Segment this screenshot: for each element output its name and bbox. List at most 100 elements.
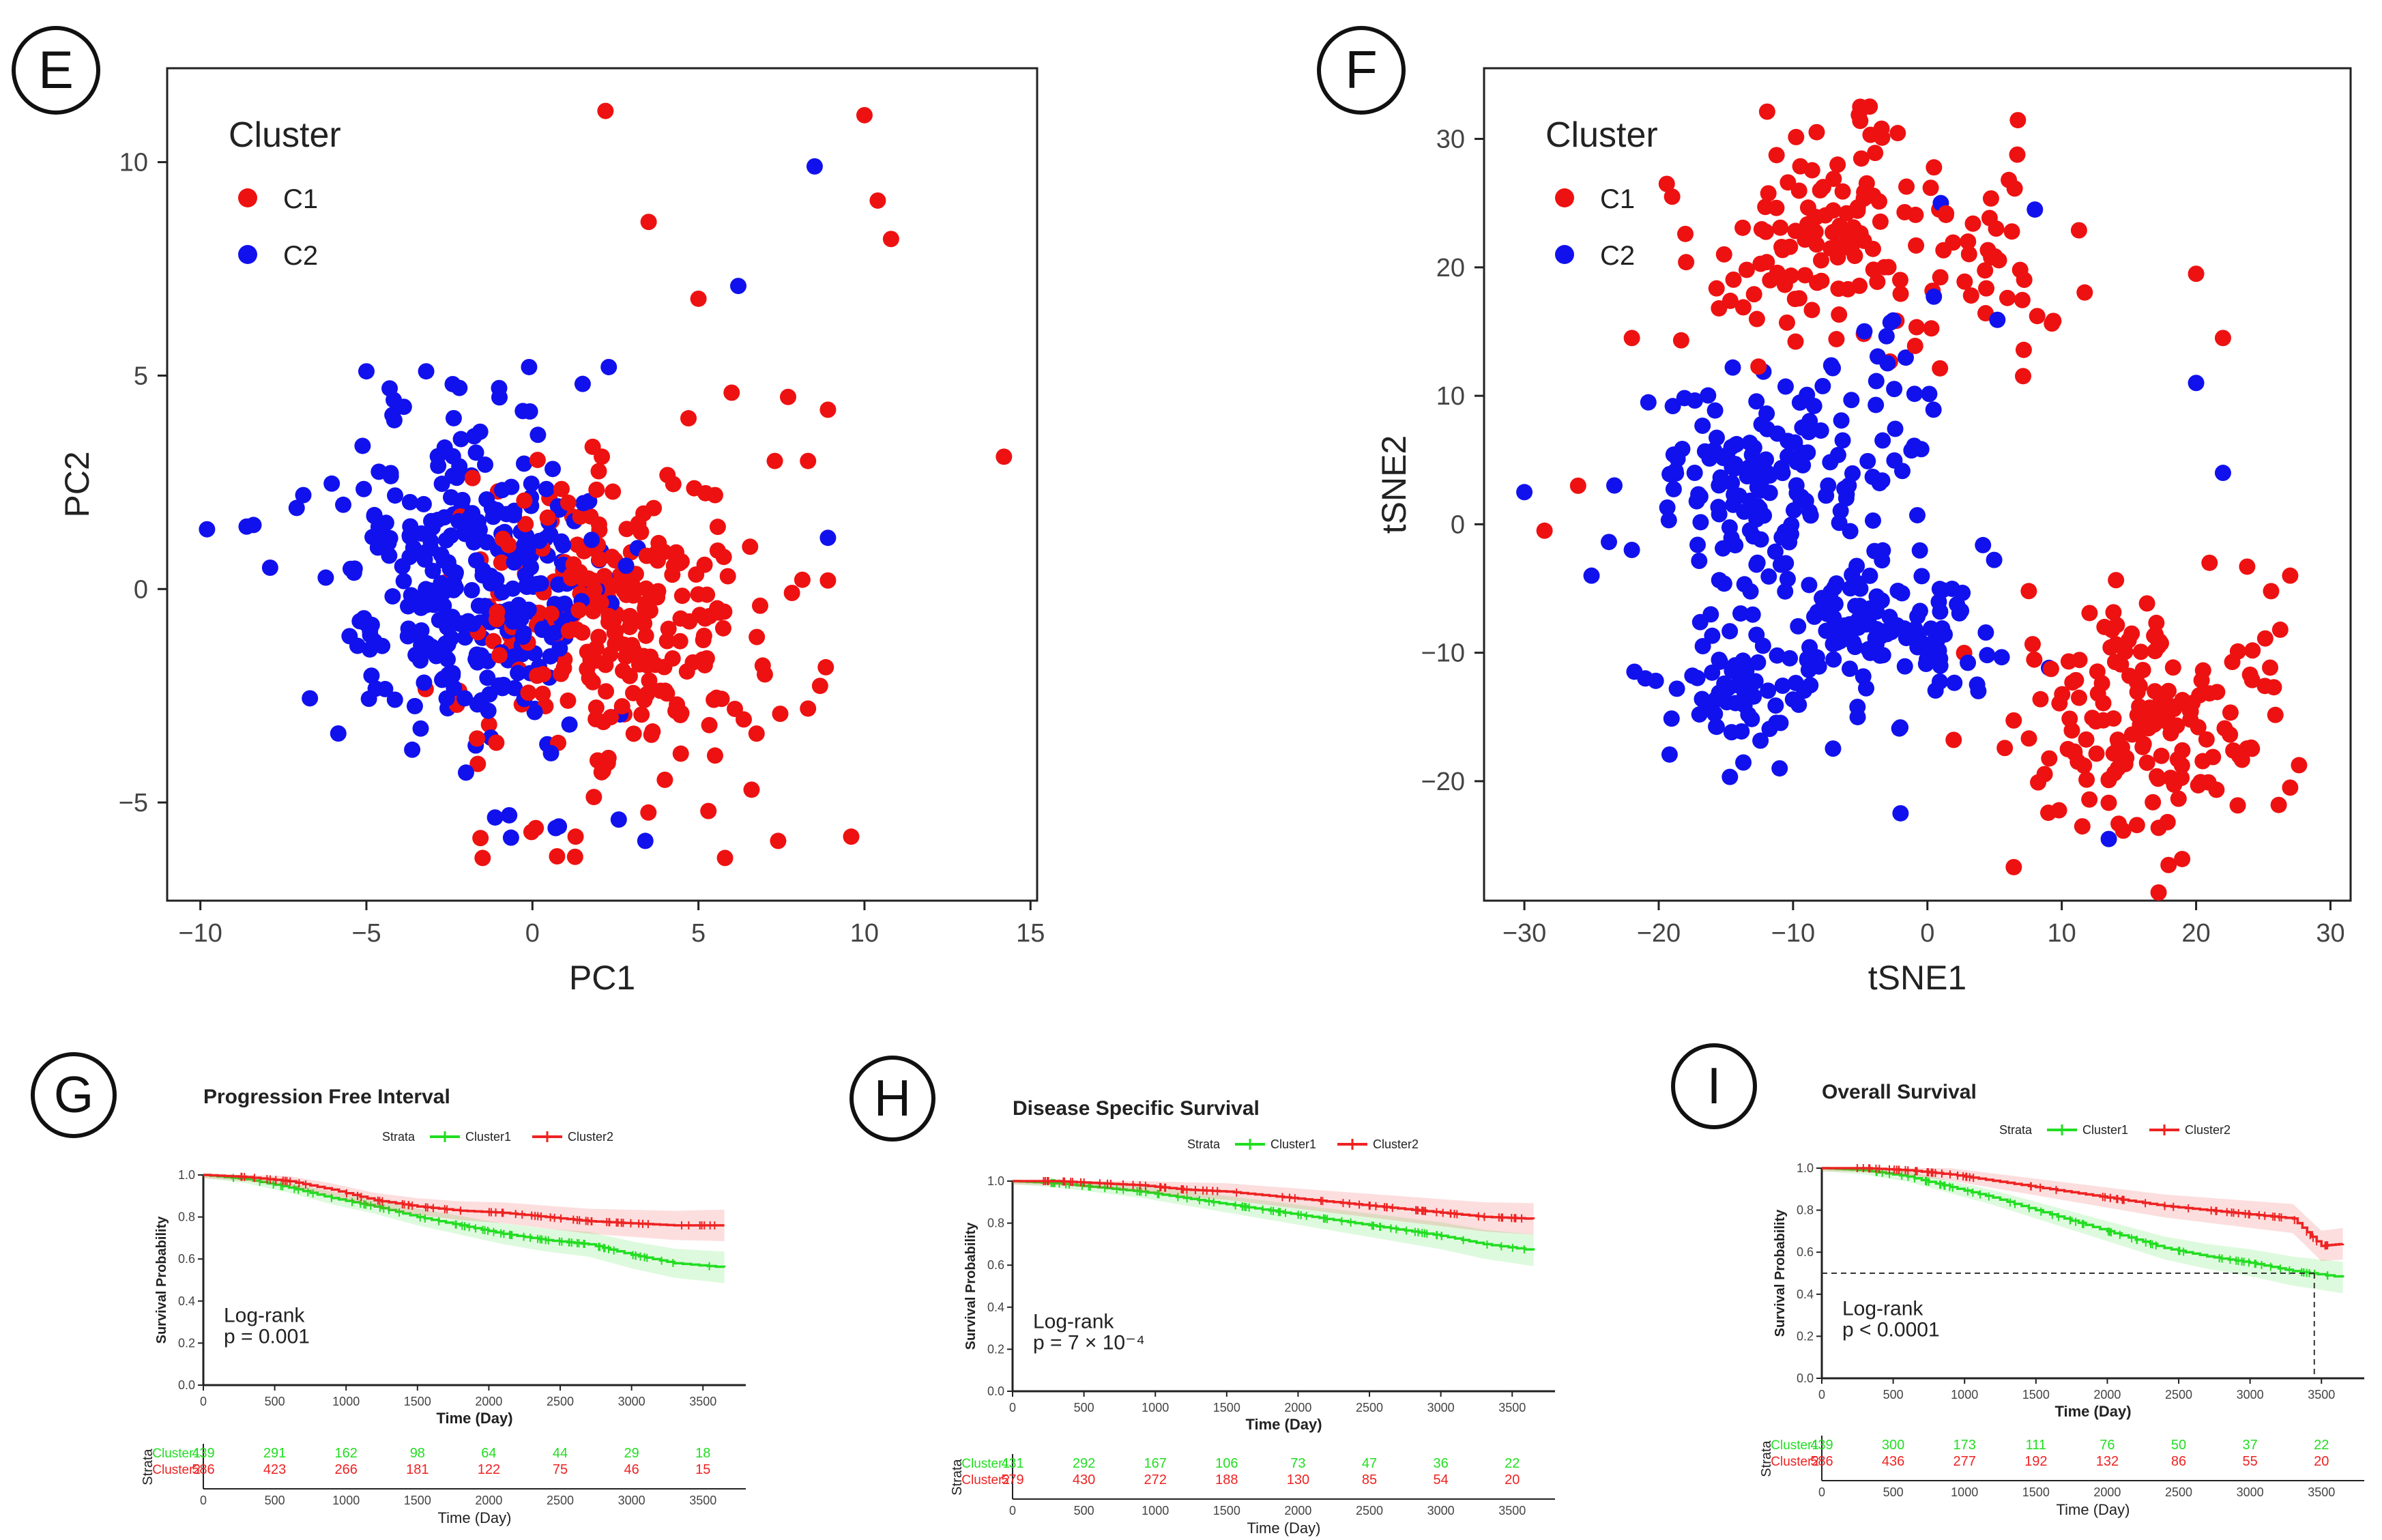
point-c1 [2081, 605, 2098, 622]
point-c1 [1787, 222, 1804, 239]
point-c2 [399, 628, 416, 645]
risk-x-tick-label: 3500 [1498, 1504, 1526, 1517]
point-c2 [1767, 697, 1784, 714]
point-c2 [1748, 556, 1765, 573]
point-c1 [1678, 254, 1695, 271]
point-c1 [667, 703, 684, 720]
point-c2 [1825, 651, 1842, 668]
y-axis-title: Survival Probability [963, 1222, 978, 1350]
point-c2 [395, 572, 412, 590]
point-c1 [2108, 617, 2125, 634]
point-c2 [1893, 585, 1911, 602]
point-c2 [358, 363, 375, 380]
point-c2 [1660, 512, 1677, 529]
risk-count: 132 [2096, 1454, 2119, 1469]
point-c1 [749, 628, 766, 645]
legend-label: C1 [1600, 184, 1635, 214]
risk-row-name: Cluster2 [961, 1473, 1010, 1487]
point-c1 [1799, 216, 1816, 233]
point-c2 [1711, 653, 1728, 670]
y-tick-label: 20 [1436, 254, 1465, 282]
km-series-cluster2 [1822, 1164, 2344, 1262]
point-c1 [2243, 740, 2261, 757]
risk-table-label: Strata [950, 1458, 965, 1495]
point-c1 [2061, 710, 2078, 727]
point-c2 [1760, 568, 1777, 585]
point-c2 [1833, 412, 1850, 429]
point-c2 [2214, 465, 2231, 482]
point-c2 [1780, 433, 1797, 450]
legend-label: Cluster2 [2185, 1123, 2231, 1137]
legend-title: Strata [382, 1130, 416, 1144]
point-c1 [1960, 246, 1977, 263]
point-c2 [469, 696, 486, 713]
x-tick-label: 500 [1074, 1401, 1094, 1414]
point-c2 [1741, 492, 1758, 509]
x-tick-label: 0 [200, 1395, 207, 1408]
point-c1 [607, 635, 624, 652]
point-c2 [544, 461, 562, 478]
risk-x-tick-label: 3000 [618, 1494, 645, 1507]
point-c1 [1774, 242, 1791, 259]
point-c2 [1802, 507, 1819, 524]
point-c1 [641, 672, 658, 689]
point-c2 [1977, 624, 1994, 641]
point-c1 [587, 652, 604, 669]
y-tick-label: 0.2 [987, 1342, 1004, 1356]
point-c1 [2270, 796, 2287, 813]
point-c1 [656, 771, 673, 788]
logrank-pvalue: p = 7 × 10⁻⁴ [1033, 1331, 1145, 1354]
risk-count: 29 [624, 1446, 639, 1461]
risk-count: 586 [1810, 1454, 1833, 1469]
point-c1 [560, 692, 577, 709]
point-c2 [366, 506, 383, 523]
x-tick-label: −10 [178, 919, 222, 948]
point-c2 [1887, 420, 1904, 437]
point-c1 [719, 568, 736, 585]
point-c1 [529, 667, 546, 684]
km-series-cluster1 [1822, 1167, 2344, 1294]
point-c1 [1853, 150, 1870, 167]
point-c2 [1872, 647, 1889, 664]
risk-row-name: Cluster1 [1771, 1438, 1819, 1453]
point-c2 [386, 411, 403, 428]
point-c2 [460, 510, 477, 527]
point-c1 [1814, 179, 1831, 196]
point-c1 [1932, 360, 1949, 377]
point-c1 [1677, 225, 1694, 242]
point-c1 [1711, 300, 1728, 317]
point-c1 [570, 602, 587, 619]
risk-count: 47 [1362, 1456, 1377, 1471]
point-c2 [1921, 386, 1938, 403]
point-c2 [1878, 328, 1895, 345]
point-c2 [1667, 463, 1684, 480]
point-c1 [602, 709, 620, 726]
point-c1 [794, 571, 811, 588]
point-c1 [2071, 652, 2088, 669]
point-c2 [412, 720, 429, 737]
x-tick-label: −30 [1502, 919, 1546, 948]
point-c2 [423, 638, 440, 655]
point-c2 [514, 628, 532, 645]
point-c1 [1809, 274, 1826, 291]
point-c1 [1658, 175, 1675, 192]
point-c1 [588, 481, 605, 498]
point-c1 [1873, 120, 1890, 137]
point-c1 [2020, 583, 2037, 600]
risk-count: 50 [2171, 1438, 2186, 1453]
point-c2 [1799, 650, 1816, 667]
point-c1 [2169, 751, 2186, 768]
point-c1 [2076, 284, 2093, 301]
point-c2 [430, 457, 447, 474]
point-c1 [560, 494, 577, 511]
risk-x-tick-label: 1500 [404, 1494, 431, 1507]
risk-count: 44 [553, 1446, 568, 1461]
point-c1 [1923, 320, 1940, 337]
point-c1 [2100, 794, 2117, 811]
point-c1 [590, 463, 607, 480]
point-c2 [494, 584, 511, 601]
point-c1 [819, 572, 837, 589]
risk-count: 579 [1001, 1472, 1023, 1487]
point-c2 [1724, 359, 1741, 376]
point-c1 [560, 622, 577, 639]
